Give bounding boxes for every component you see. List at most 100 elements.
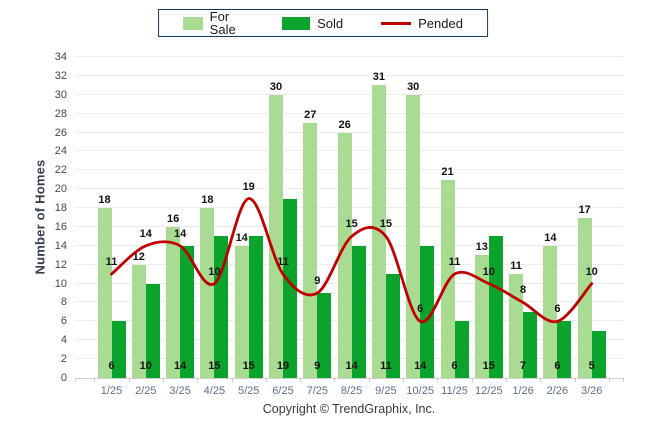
bar-for-sale bbox=[131, 264, 146, 378]
value-label-for-sale: 14 bbox=[235, 231, 248, 244]
copyright-text: Copyright © TrendGraphix, Inc. bbox=[262, 402, 436, 416]
bar-sold bbox=[454, 321, 469, 378]
value-label-sold: 7 bbox=[520, 360, 527, 372]
bar-sold bbox=[214, 236, 229, 378]
bar-sold bbox=[385, 274, 400, 378]
pended-line-layer bbox=[110, 197, 594, 324]
y-tick-label: 34 bbox=[54, 51, 67, 63]
legend-item-sold: Sold bbox=[282, 15, 344, 31]
value-label-for-sale: 14 bbox=[544, 231, 557, 244]
bar-for-sale bbox=[337, 132, 352, 378]
value-label-for-sale: 18 bbox=[98, 194, 111, 207]
y-tick-label: 6 bbox=[60, 315, 67, 328]
bar-for-sale bbox=[440, 179, 455, 378]
bar-sold bbox=[591, 330, 606, 378]
value-label-for-sale: 26 bbox=[338, 118, 351, 131]
legend-item-pended: Pended bbox=[381, 17, 463, 30]
y-tick-label: 32 bbox=[54, 69, 67, 82]
y-tick-label: 0 bbox=[60, 372, 67, 384]
x-tick-mark bbox=[403, 378, 405, 382]
legend-label: For Sale bbox=[209, 9, 236, 37]
value-label-pended: 6 bbox=[554, 303, 561, 316]
bar-for-sale bbox=[543, 245, 558, 378]
value-label-pended: 11 bbox=[277, 256, 289, 269]
x-tick-mark bbox=[437, 378, 439, 382]
y-tick-label: 8 bbox=[60, 296, 67, 309]
x-tick-label: 8/25 bbox=[340, 385, 363, 397]
value-label-for-sale: 16 bbox=[166, 212, 180, 225]
x-tick-label: 11/25 bbox=[441, 385, 468, 397]
x-tick-label: 1/25 bbox=[100, 385, 123, 397]
x-tick-label: 1/26 bbox=[512, 385, 534, 397]
x-tick-label: 2/25 bbox=[135, 385, 157, 397]
bar-for-sale bbox=[234, 245, 249, 378]
bar-for-sale bbox=[371, 85, 386, 378]
value-label-pended: 6 bbox=[417, 303, 424, 316]
gridline bbox=[75, 56, 623, 57]
y-tick-label: 2 bbox=[60, 353, 67, 366]
bar-sold bbox=[351, 245, 366, 378]
plot-area: 0 2 4 6 8 10 12 14 16 18 20 22 24 26 28 30 32 34 18 6 11 1/25… bbox=[55, 51, 624, 397]
legend-label: Pended bbox=[418, 15, 463, 31]
x-tick-mark bbox=[334, 378, 336, 382]
y-axis-title: Number of Homes bbox=[32, 159, 48, 275]
x-tick-mark bbox=[623, 378, 624, 382]
value-label-pended: 10 bbox=[208, 265, 221, 278]
bar-for-sale bbox=[200, 208, 215, 378]
bar-sold bbox=[420, 245, 435, 378]
value-label-pended: 11 bbox=[105, 256, 118, 269]
bar-sold bbox=[180, 245, 195, 378]
bar-for-sale bbox=[166, 226, 181, 378]
bar-sold bbox=[488, 236, 503, 378]
x-tick-label: 6/25 bbox=[272, 385, 294, 397]
bar-for-sale bbox=[577, 217, 592, 378]
legend-label: Sold bbox=[317, 15, 344, 31]
bar-for-sale bbox=[97, 208, 112, 378]
y-tick-label: 26 bbox=[54, 126, 67, 139]
bar-for-sale bbox=[303, 123, 318, 378]
x-tick-label: 4/25 bbox=[203, 385, 226, 397]
y-tick-label: 20 bbox=[54, 183, 67, 196]
x-tick-label: 10/25 bbox=[406, 385, 434, 397]
value-label-pended: 10 bbox=[482, 265, 495, 278]
value-label-pended: 9 bbox=[314, 275, 321, 288]
value-label-for-sale: 17 bbox=[578, 203, 591, 216]
value-label-sold: 6 bbox=[554, 360, 561, 372]
value-label-sold: 14 bbox=[173, 360, 187, 372]
value-label-pended: 11 bbox=[448, 256, 461, 269]
x-tick-mark bbox=[75, 378, 76, 382]
value-label-pended: 10 bbox=[585, 265, 598, 278]
x-tick-label: 3/25 bbox=[169, 385, 191, 397]
gridline bbox=[75, 93, 623, 95]
legend-swatch-sold bbox=[282, 16, 311, 30]
value-label-sold: 5 bbox=[588, 360, 595, 372]
value-label-sold: 15 bbox=[208, 360, 221, 372]
y-tick-label: 18 bbox=[54, 202, 67, 215]
pended-line bbox=[110, 197, 594, 324]
gridline bbox=[75, 112, 623, 114]
y-tick-label: 4 bbox=[60, 334, 67, 347]
value-label-sold: 9 bbox=[314, 360, 321, 372]
y-tick-label: 14 bbox=[54, 239, 67, 252]
x-tick-mark bbox=[540, 378, 542, 382]
x-tick-label: 12/25 bbox=[475, 385, 503, 397]
value-label-sold: 6 bbox=[108, 360, 115, 372]
x-tick-label: 3/26 bbox=[580, 385, 603, 397]
bar-sold bbox=[248, 236, 263, 378]
bar-sold bbox=[557, 321, 572, 378]
x-tick-label: 2/26 bbox=[546, 385, 569, 397]
bar-sold bbox=[523, 311, 538, 378]
value-label-sold: 14 bbox=[345, 360, 358, 372]
x-tick-mark bbox=[162, 378, 164, 382]
y-tick-label: 28 bbox=[54, 107, 67, 120]
value-label-for-sale: 31 bbox=[372, 71, 386, 84]
bar-sold bbox=[283, 198, 297, 378]
x-tick-mark bbox=[300, 378, 302, 382]
legend: For Sale Sold Pended bbox=[158, 9, 488, 37]
value-label-for-sale: 27 bbox=[304, 109, 317, 122]
bar-sold bbox=[111, 321, 126, 378]
value-label-pended: 15 bbox=[345, 218, 358, 231]
bar-sold bbox=[317, 293, 332, 378]
value-label-sold: 6 bbox=[451, 360, 458, 372]
